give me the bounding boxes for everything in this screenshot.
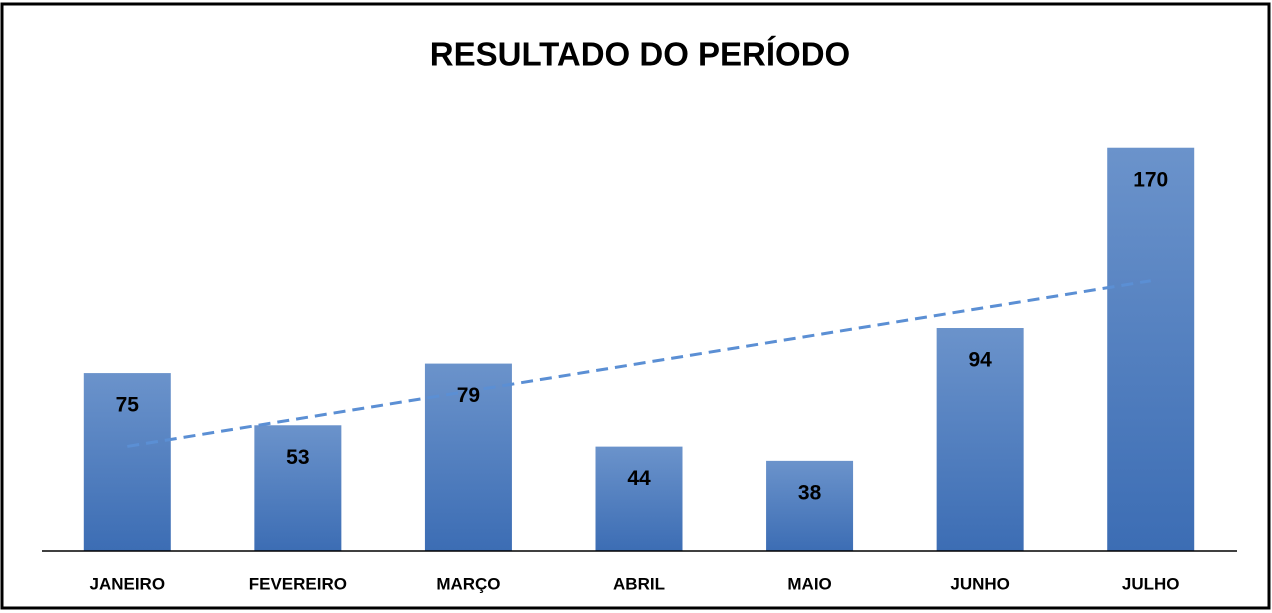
value-label: 44	[627, 467, 651, 490]
value-label: 53	[286, 446, 309, 469]
trendline	[127, 279, 1151, 448]
x-tick-label: ABRIL	[613, 574, 665, 593]
x-tick-label: FEVEREIRO	[249, 574, 347, 593]
x-tick-label: JANEIRO	[89, 574, 165, 593]
x-tick-label: JULHO	[1122, 574, 1180, 593]
value-label: 38	[798, 481, 822, 504]
bar	[936, 328, 1024, 551]
value-label: 75	[116, 394, 140, 417]
chart-title: RESULTADO DO PERÍODO	[430, 36, 850, 73]
bar	[83, 373, 171, 551]
bar	[1107, 147, 1195, 551]
x-tick-label: MAIO	[787, 574, 831, 593]
bar	[595, 446, 683, 551]
value-label: 94	[968, 349, 992, 372]
bar	[766, 460, 854, 551]
x-tick-label: JUNHO	[950, 574, 1010, 593]
bar	[424, 363, 512, 551]
value-label: 79	[457, 384, 480, 407]
bar	[254, 425, 342, 551]
x-tick-label: MARÇO	[436, 574, 500, 593]
value-label: 170	[1133, 168, 1168, 191]
